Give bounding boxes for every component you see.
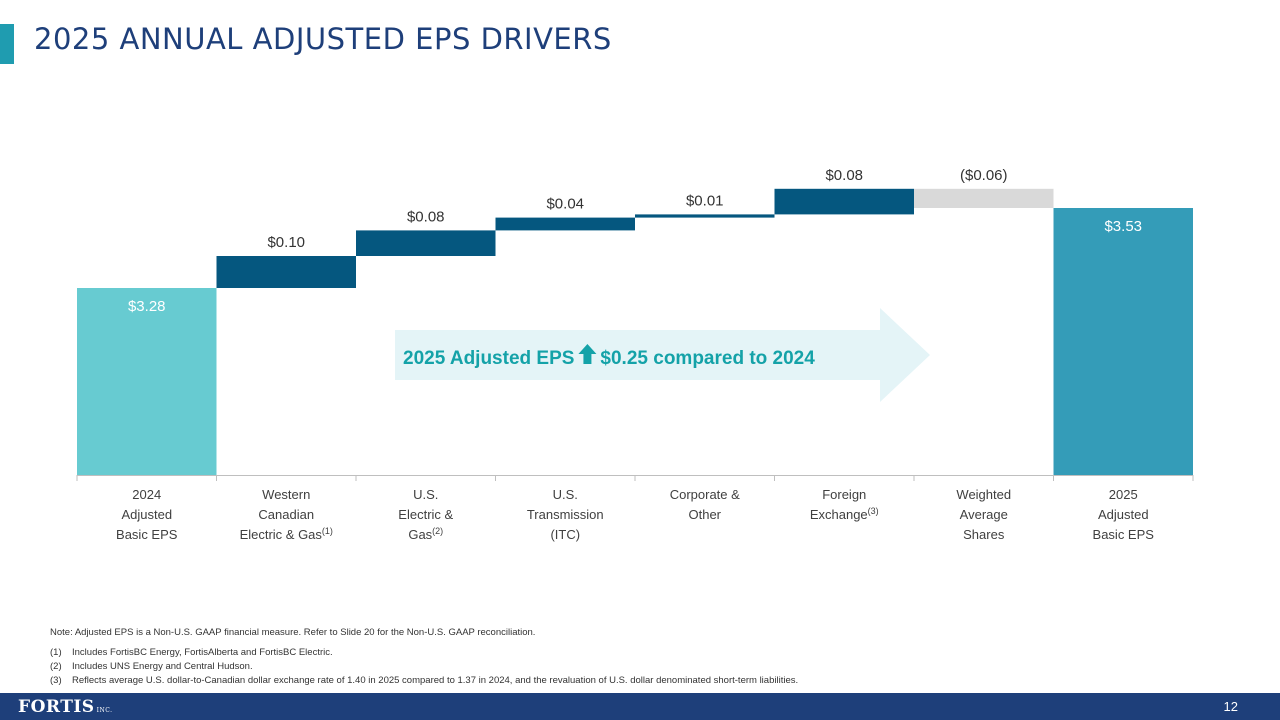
category-label-text: Western xyxy=(262,487,310,502)
category-label-text: 2025 xyxy=(1109,487,1138,502)
footer-bar: FORTIS INC. 12 xyxy=(0,693,1280,720)
callout-suffix: $0.25 compared to 2024 xyxy=(600,348,815,369)
category-label: Corporate & xyxy=(670,487,740,502)
bar-value-label: $0.04 xyxy=(546,196,584,213)
footnote-1: (1) Includes FortisBC Energy, FortisAlbe… xyxy=(50,646,798,660)
category-label: Basic EPS xyxy=(116,527,178,542)
category-label-text: Foreign xyxy=(822,487,866,502)
waterfall-bar xyxy=(216,256,356,288)
callout-prefix: 2025 Adjusted EPS xyxy=(403,348,574,369)
category-label-text: Corporate & xyxy=(670,487,740,502)
callout-text: 2025 Adjusted EPS $0.25 compared to 2024 xyxy=(403,348,815,369)
category-label-text: Basic EPS xyxy=(1093,527,1155,542)
category-label-text: U.S. xyxy=(413,487,438,502)
category-label: Other xyxy=(688,507,721,522)
bar-value-label: $3.28 xyxy=(128,298,166,315)
footnote-marker: (3) xyxy=(868,506,879,516)
title-accent-bar xyxy=(0,24,14,64)
logo-suffix: INC. xyxy=(96,707,113,714)
footnote-number: (3) xyxy=(50,675,62,686)
category-label-text: Electric & Gas xyxy=(240,527,323,542)
waterfall-bar xyxy=(1053,208,1193,475)
bar-value-label: $0.10 xyxy=(267,234,305,251)
eps-waterfall-chart: 2025 Adjusted EPS $0.25 compared to 2024 $… xyxy=(76,167,1194,542)
footnote-2: (2) Includes UNS Energy and Central Huds… xyxy=(50,660,798,674)
category-label-text: U.S. xyxy=(553,487,578,502)
category-label-text: Transmission xyxy=(527,507,604,522)
bar-value-label: $0.08 xyxy=(407,208,445,225)
category-label-text: Basic EPS xyxy=(116,527,178,542)
category-label: U.S. xyxy=(413,487,438,502)
waterfall-bar xyxy=(635,214,775,218)
page-number: 12 xyxy=(1223,699,1238,714)
footnote-marker: (2) xyxy=(432,526,443,536)
category-label: Exchange(3) xyxy=(810,506,879,522)
category-label: Adjusted xyxy=(1098,507,1149,522)
footnote-number: (1) xyxy=(50,647,62,658)
category-label-text: Adjusted xyxy=(1098,507,1149,522)
category-label-text: Canadian xyxy=(258,507,314,522)
category-label-text: (ITC) xyxy=(550,527,580,542)
category-label-text: Exchange xyxy=(810,507,868,522)
category-label-text: Adjusted xyxy=(121,507,172,522)
notes-section: Note: Adjusted EPS is a Non-U.S. GAAP fi… xyxy=(50,626,798,688)
waterfall-bar xyxy=(356,230,496,256)
footnote-number: (2) xyxy=(50,661,62,672)
category-label-text: Gas xyxy=(408,527,432,542)
category-label: Adjusted xyxy=(121,507,172,522)
bar-value-label: $3.53 xyxy=(1104,218,1142,235)
category-label-text: 2024 xyxy=(132,487,161,502)
category-label: Western xyxy=(262,487,310,502)
category-label-text: Other xyxy=(688,507,721,522)
footnote-text: Reflects average U.S. dollar-to-Canadian… xyxy=(72,675,799,686)
callout-arrow xyxy=(395,308,930,402)
category-label: Transmission xyxy=(527,507,604,522)
category-label: Canadian xyxy=(258,507,314,522)
category-label: Electric & Gas(1) xyxy=(240,526,333,542)
category-label-text: Electric & xyxy=(398,507,453,522)
category-label-text: Average xyxy=(960,507,1008,522)
bar-value-label: $0.01 xyxy=(686,192,724,209)
category-label: Shares xyxy=(963,527,1005,542)
logo-text: FORTIS xyxy=(18,697,95,717)
footnote-3: (3) Reflects average U.S. dollar-to-Cana… xyxy=(50,674,798,688)
category-label: Basic EPS xyxy=(1093,527,1155,542)
category-label: Weighted xyxy=(956,487,1011,502)
footnote-text: Includes FortisBC Energy, FortisAlberta … xyxy=(72,647,333,658)
fortis-logo: FORTIS INC. xyxy=(18,697,113,717)
category-label-text: Weighted xyxy=(956,487,1011,502)
waterfall-bar xyxy=(77,288,217,475)
bar-value-label: $0.08 xyxy=(825,167,863,184)
waterfall-bar xyxy=(914,188,1054,208)
category-label: U.S. xyxy=(553,487,578,502)
footnote-marker: (1) xyxy=(322,526,333,536)
waterfall-bar xyxy=(774,188,914,215)
category-label-text: Shares xyxy=(963,527,1005,542)
waterfall-bar xyxy=(495,217,635,231)
bar-value-label: ($0.06) xyxy=(960,167,1008,184)
up-arrow-icon xyxy=(578,344,597,364)
category-label: 2025 xyxy=(1109,487,1138,502)
category-label: Gas(2) xyxy=(408,526,443,542)
category-label: Electric & xyxy=(398,507,453,522)
page-title: 2025 ANNUAL ADJUSTED EPS DRIVERS xyxy=(34,22,612,56)
note-main: Note: Adjusted EPS is a Non-U.S. GAAP fi… xyxy=(50,627,536,638)
category-label: Foreign xyxy=(822,487,866,502)
category-label: 2024 xyxy=(132,487,161,502)
footnote-text: Includes UNS Energy and Central Hudson. xyxy=(72,661,253,672)
category-label: (ITC) xyxy=(550,527,580,542)
category-label: Average xyxy=(960,507,1008,522)
